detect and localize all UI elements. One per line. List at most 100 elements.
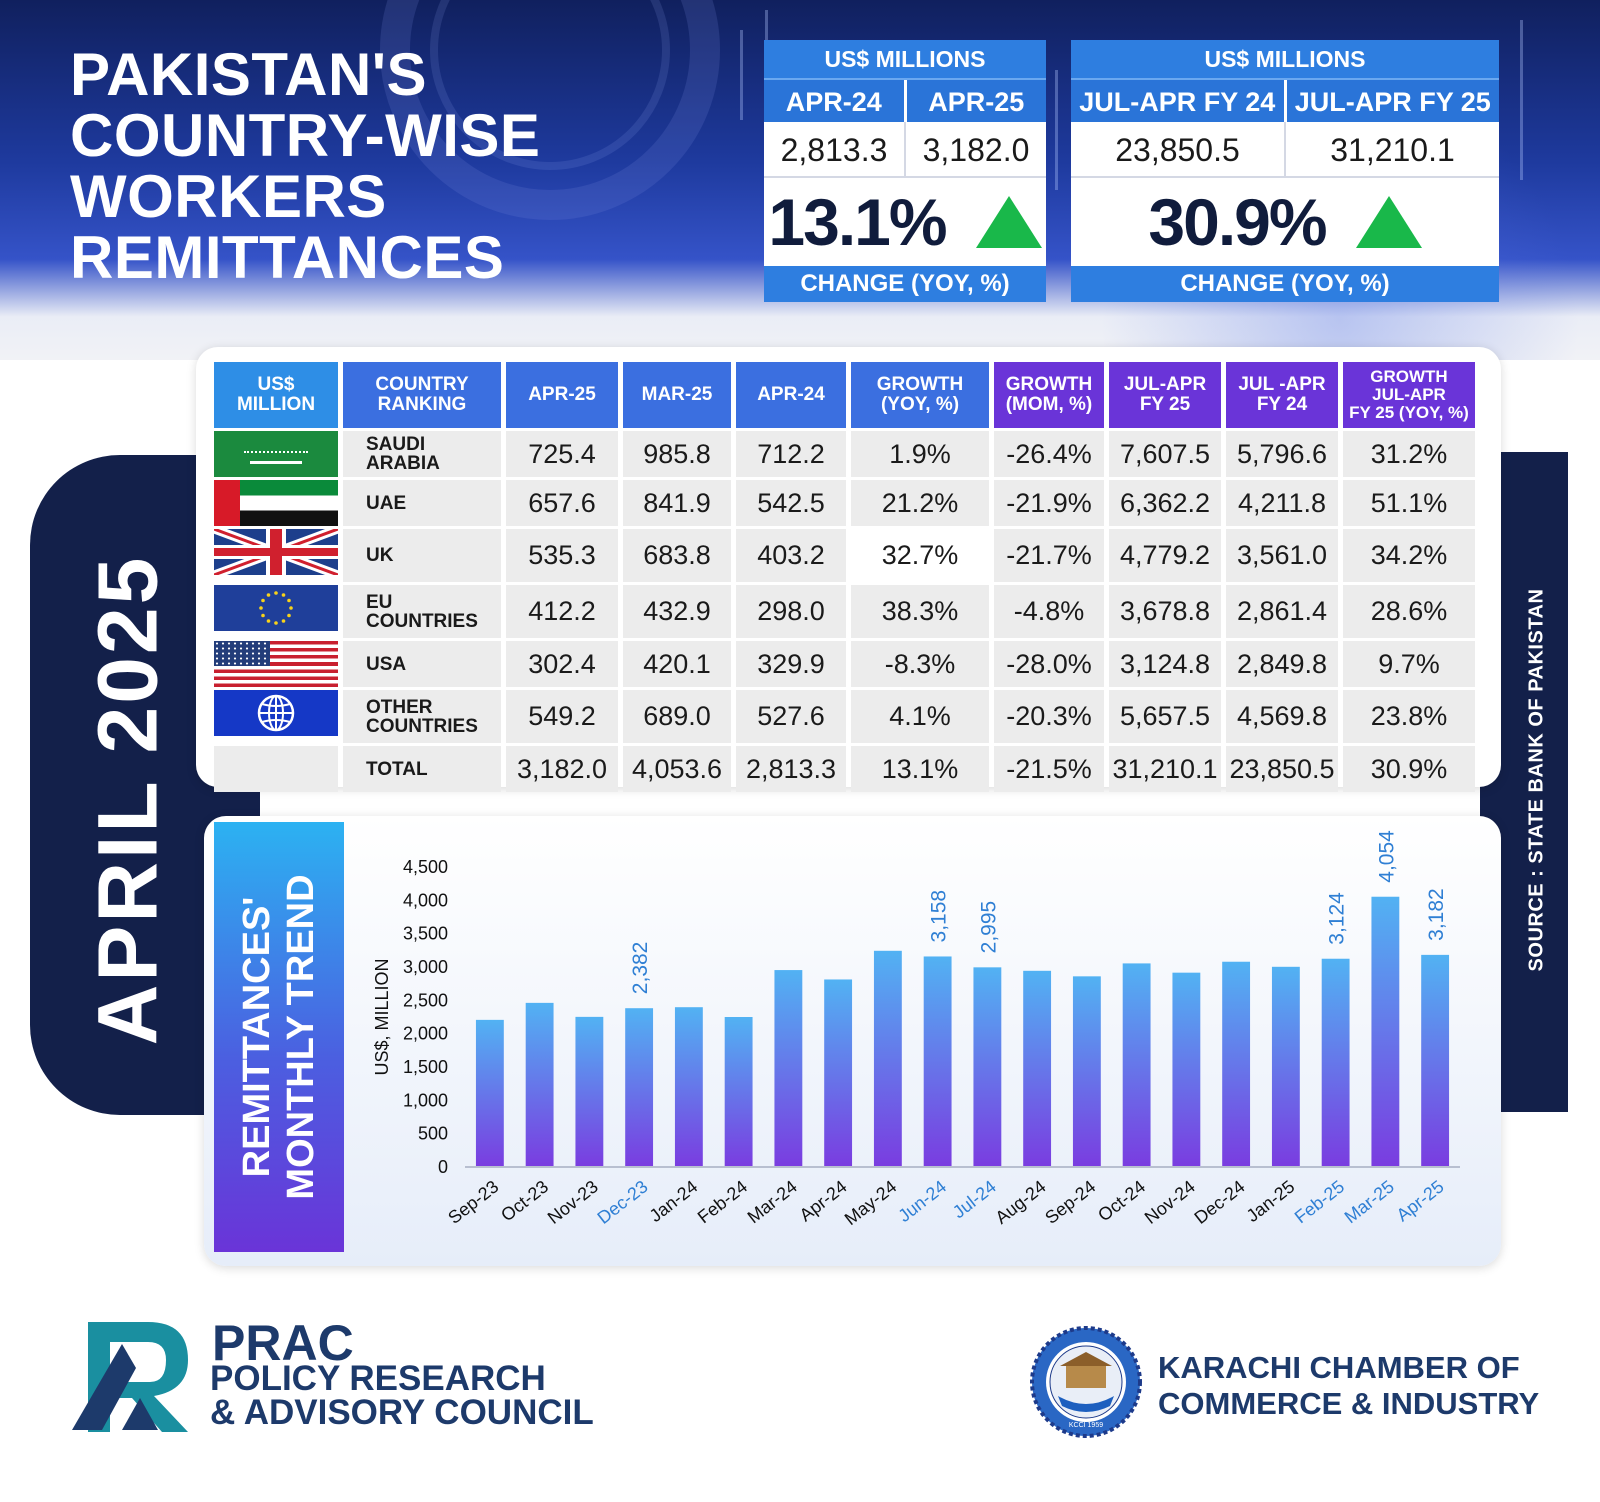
cell-apr24: 712.2 — [736, 431, 846, 477]
cell-mar25: 683.8 — [623, 529, 731, 582]
table-row: SAUDI ARABIA 725.4 985.8 712.2 1.9% -26.4… — [214, 431, 1475, 477]
kpi-footer: CHANGE (YOY, %) — [764, 266, 1046, 302]
kpi-col2-value: 31,210.1 — [1284, 122, 1499, 176]
kpi-ytd-box: US$ MILLIONS JUL-APR FY 24 JUL-APR FY 25… — [1071, 40, 1499, 302]
bar — [1271, 966, 1300, 1167]
country-line: UAE — [366, 492, 407, 514]
flag-cell — [214, 480, 338, 526]
bar — [525, 1002, 554, 1167]
eu-star — [274, 591, 278, 595]
data-label: 2,382 — [629, 942, 652, 995]
bar — [674, 1007, 703, 1167]
x-tick-label: Oct-23 — [497, 1176, 552, 1225]
kcci-seal-year: KCCI 1959 — [1069, 1422, 1103, 1429]
cell-yoy: 38.3% — [851, 585, 989, 638]
x-tick-label: Apr-24 — [796, 1176, 851, 1225]
country-line: COUNTRIES — [366, 610, 478, 632]
country-name: UAE — [343, 480, 501, 526]
data-label: 3,182 — [1425, 888, 1448, 941]
header-line: JUL -APR — [1238, 374, 1326, 395]
bar — [1222, 961, 1251, 1167]
cell-apr24: 527.6 — [736, 690, 846, 743]
y-tick-label: 2,500 — [403, 990, 448, 1010]
country-line: SAUDI — [366, 434, 426, 455]
kpi-col1-value: 2,813.3 — [780, 132, 888, 168]
table-header-row: US$ MILLION COUNTRY RANKING APR-25 MAR-25 … — [214, 362, 1475, 428]
eu-star — [266, 593, 271, 597]
uk-flag — [212, 524, 340, 580]
header-line: MILLION — [236, 394, 316, 415]
x-tick-label: Aug-24 — [992, 1176, 1050, 1227]
y-tick-label: 1,500 — [403, 1057, 448, 1077]
cell-yoy: 4.1% — [851, 690, 989, 743]
cell-yoy: 32.7% — [851, 529, 989, 582]
cell-fy24: 2,849.8 — [1226, 641, 1338, 687]
cell-fy25: 3,124.8 — [1109, 641, 1221, 687]
y-tick-label: 2,000 — [403, 1024, 448, 1044]
cell-apr24: 542.5 — [736, 480, 846, 526]
cell-fy-growth: 28.6% — [1343, 585, 1475, 638]
cell-yoy: 13.1% — [851, 746, 989, 792]
cell-fy24: 5,796.6 — [1226, 431, 1338, 477]
country-line: EU — [366, 591, 393, 613]
flag-cell — [212, 524, 340, 582]
cell-fy25: 5,657.5 — [1109, 690, 1221, 743]
cell-apr25: 3,182.0 — [506, 746, 618, 792]
header-fy25: JUL-APR FY 25 — [1109, 362, 1221, 428]
y-axis-ticks: 0 500 1,000 1,500 2,000 2,500 3,000 3,500 4,000 4… — [403, 857, 448, 1177]
data-label: 3,124 — [1326, 892, 1349, 945]
kpi-value-row: 23,850.5 31,210.1 — [1071, 122, 1499, 178]
x-tick-label: Jun-24 — [894, 1176, 950, 1226]
header-line: RANKING — [377, 394, 467, 415]
country-name: UK — [343, 529, 501, 582]
arrow-up-icon — [975, 196, 1042, 248]
flag-script — [244, 441, 308, 453]
x-tick-label: Feb-25 — [1291, 1176, 1348, 1227]
prac-full-name: POLICY RESEARCH & ADVISORY COUNCIL — [210, 1361, 594, 1430]
cell-fy24: 2,861.4 — [1226, 585, 1338, 638]
table-row: USA 302.4 420.1 329.9 -8.3% -28.0% 3,124… — [214, 641, 1475, 687]
cell-apr24: 298.0 — [736, 585, 846, 638]
kpi-caption: US$ MILLIONS — [1071, 40, 1499, 78]
bar — [824, 979, 853, 1167]
data-label: 4,054 — [1375, 830, 1398, 883]
eu-flag — [214, 585, 338, 631]
x-tick-label: Apr-25 — [1393, 1176, 1448, 1225]
header-line: COUNTRY — [375, 374, 469, 395]
eu-star — [287, 613, 291, 618]
x-tick-label: Oct-24 — [1094, 1176, 1149, 1225]
data-labels: 2,382 3,158 2,995 3,124 4,054 3,182 — [629, 830, 1448, 994]
bar — [1122, 963, 1151, 1167]
x-tick-label: Sep-24 — [1041, 1176, 1099, 1227]
kpi-caption: US$ MILLIONS — [764, 40, 1046, 78]
cell-fy-growth: 9.7% — [1343, 641, 1475, 687]
flag-sword — [250, 461, 302, 464]
eu-star — [261, 613, 265, 618]
table-row: EU COUNTRIES 412.2 432.9 298.0 38.3% -4.8… — [214, 585, 1475, 638]
cell-mom: -26.4% — [994, 431, 1104, 477]
bar — [475, 1019, 504, 1167]
kpi-col1-value: 23,850.5 — [1115, 132, 1240, 168]
country-name: USA — [343, 641, 501, 687]
remittance-table: US$ MILLION COUNTRY RANKING APR-25 MAR-25 … — [209, 359, 1480, 795]
cell-fy24: 3,561.0 — [1226, 529, 1338, 582]
kpi-change: 30.9% — [1071, 178, 1499, 266]
country-line: TOTAL — [366, 758, 428, 780]
bars — [475, 896, 1450, 1167]
remittance-table-card: US$ MILLION COUNTRY RANKING APR-25 MAR-25 … — [196, 347, 1501, 792]
bar — [1421, 954, 1450, 1167]
kpi-monthly-box: US$ MILLIONS APR-24 APR-25 2,813.3 3,182… — [764, 40, 1046, 302]
kpi-header-row: JUL-APR FY 24 JUL-APR FY 25 — [1071, 78, 1499, 122]
globe-icon — [214, 690, 338, 736]
empty-flag-cell — [214, 746, 338, 792]
arrow-up-icon — [1355, 196, 1422, 248]
uae-flag — [214, 480, 338, 526]
cell-mar25: 985.8 — [623, 431, 731, 477]
country-name: SAUDI ARABIA — [343, 431, 501, 477]
bar — [774, 970, 803, 1167]
header-line: JUL-APR — [1123, 374, 1207, 395]
header-line: (YOY, %) — [880, 394, 960, 415]
x-tick-label: Jan-24 — [646, 1176, 702, 1226]
cell-fy-growth: 31.2% — [1343, 431, 1475, 477]
data-label: 3,158 — [928, 890, 951, 943]
